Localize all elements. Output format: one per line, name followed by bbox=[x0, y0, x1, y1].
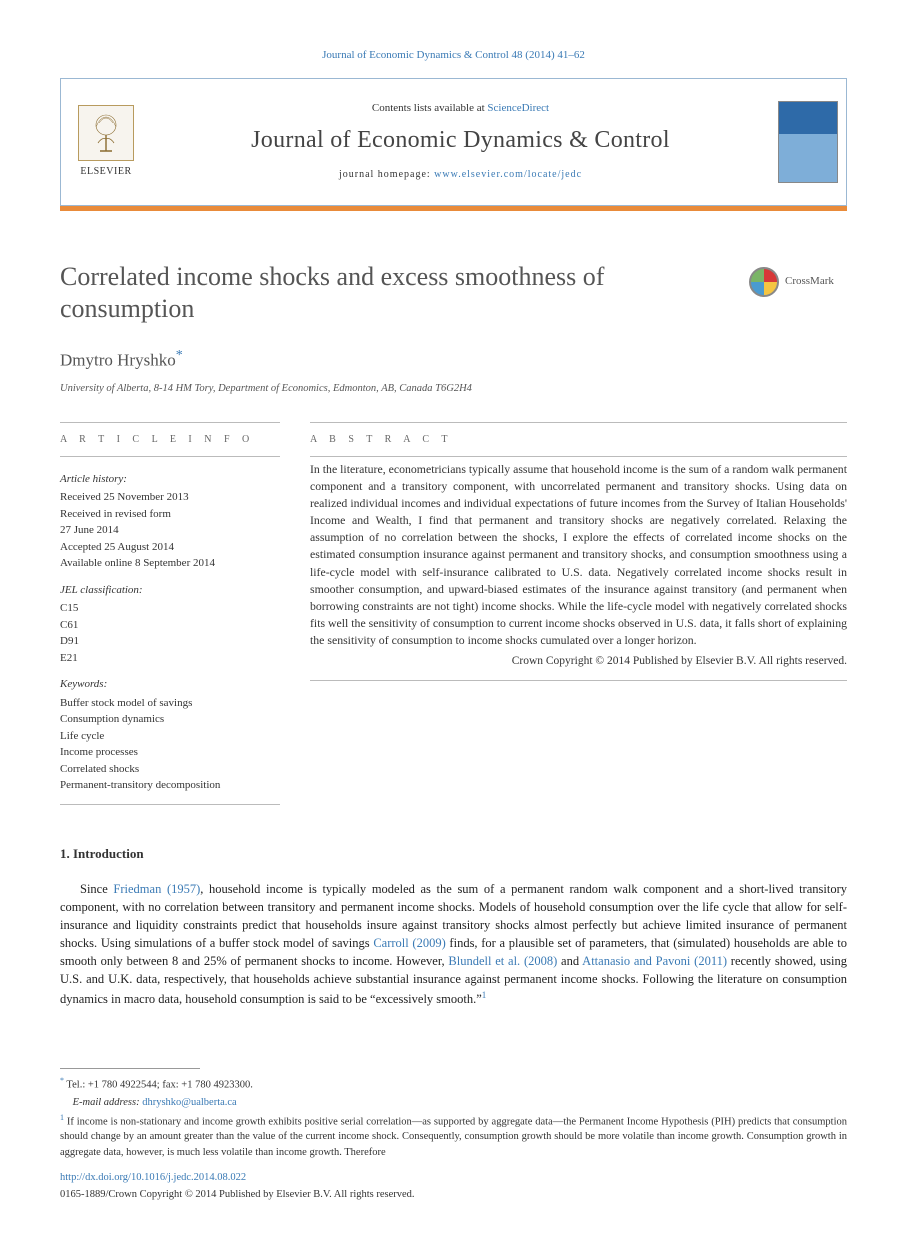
jel-code: C15 bbox=[60, 600, 280, 617]
cover-image bbox=[778, 101, 838, 183]
doi-link[interactable]: http://dx.doi.org/10.1016/j.jedc.2014.08… bbox=[60, 1172, 246, 1183]
footnote-rule bbox=[60, 1068, 200, 1069]
sciencedirect-link[interactable]: ScienceDirect bbox=[487, 102, 549, 114]
crossmark-label: CrossMark bbox=[785, 274, 834, 290]
jel-code: E21 bbox=[60, 650, 280, 667]
email-label: E-mail address: bbox=[73, 1097, 143, 1108]
keyword: Life cycle bbox=[60, 728, 280, 745]
tel-label: Tel.: bbox=[64, 1079, 88, 1090]
header-citation: Journal of Economic Dynamics & Control 4… bbox=[60, 48, 847, 64]
keywords-label: Keywords: bbox=[60, 676, 280, 693]
crossmark-badge[interactable]: CrossMark bbox=[749, 265, 847, 299]
fax-label: ; fax: bbox=[157, 1079, 182, 1090]
article-info-heading: A R T I C L E I N F O bbox=[60, 423, 280, 456]
elsevier-wordmark: ELSEVIER bbox=[80, 165, 131, 180]
footnote-marker[interactable]: 1 bbox=[482, 990, 487, 1000]
abstract-copyright: Crown Copyright © 2014 Published by Else… bbox=[310, 653, 847, 670]
history-line: Accepted 25 August 2014 bbox=[60, 539, 280, 556]
article-title: Correlated income shocks and excess smoo… bbox=[60, 261, 729, 326]
author-footnote-marker: * bbox=[176, 348, 183, 363]
corresponding-author-footnote: * Tel.: +1 780 4922544; fax: +1 780 4923… bbox=[60, 1075, 847, 1093]
orange-divider bbox=[60, 206, 847, 211]
jel-label: JEL classification: bbox=[60, 582, 280, 599]
email-link[interactable]: dhryshko@ualberta.ca bbox=[142, 1097, 237, 1108]
fax-number: +1 780 4923300. bbox=[181, 1079, 253, 1090]
rule bbox=[60, 804, 280, 805]
abstract-text: In the literature, econometricians typic… bbox=[310, 461, 847, 649]
crossmark-icon bbox=[749, 267, 779, 297]
keyword: Correlated shocks bbox=[60, 761, 280, 778]
footnotes: * Tel.: +1 780 4922544; fax: +1 780 4923… bbox=[60, 1075, 847, 1160]
citation-link[interactable]: Attanasio and Pavoni (2011) bbox=[582, 954, 727, 968]
copyright-line: 0165-1889/Crown Copyright © 2014 Publish… bbox=[60, 1187, 847, 1202]
section-heading: 1. Introduction bbox=[60, 845, 847, 864]
email-footnote: E-mail address: dhryshko@ualberta.ca bbox=[60, 1095, 847, 1110]
citation-link[interactable]: Friedman (1957) bbox=[113, 882, 200, 896]
keyword: Permanent-transitory decomposition bbox=[60, 777, 280, 794]
footnote-text: If income is non-stationary and income g… bbox=[60, 1116, 847, 1157]
author-name: Dmytro Hryshko* bbox=[60, 346, 847, 373]
doi-line: http://dx.doi.org/10.1016/j.jedc.2014.08… bbox=[60, 1170, 847, 1185]
contents-available-line: Contents lists available at ScienceDirec… bbox=[372, 101, 549, 117]
abstract-heading: A B S T R A C T bbox=[310, 423, 847, 456]
rule bbox=[310, 680, 847, 681]
keyword: Buffer stock model of savings bbox=[60, 695, 280, 712]
history-label: Article history: bbox=[60, 471, 280, 488]
affiliation: University of Alberta, 8-14 HM Tory, Dep… bbox=[60, 381, 847, 396]
author-text: Dmytro Hryshko bbox=[60, 351, 176, 370]
homepage-link[interactable]: www.elsevier.com/locate/jedc bbox=[434, 169, 582, 180]
keyword: Consumption dynamics bbox=[60, 711, 280, 728]
journal-name: Journal of Economic Dynamics & Control bbox=[251, 123, 670, 158]
para-text: Since bbox=[80, 882, 113, 896]
citation-link[interactable]: Carroll (2009) bbox=[373, 936, 445, 950]
journal-cover bbox=[770, 79, 846, 205]
history-line: 27 June 2014 bbox=[60, 522, 280, 539]
history-line: Received in revised form bbox=[60, 506, 280, 523]
keyword: Income processes bbox=[60, 744, 280, 761]
section-number: 1. bbox=[60, 846, 70, 861]
article-info-column: A R T I C L E I N F O Article history: R… bbox=[60, 422, 280, 805]
contents-prefix: Contents lists available at bbox=[372, 102, 487, 114]
para-text: and bbox=[557, 954, 582, 968]
homepage-prefix: journal homepage: bbox=[339, 169, 434, 180]
history-line: Available online 8 September 2014 bbox=[60, 555, 280, 572]
header-middle: Contents lists available at ScienceDirec… bbox=[151, 79, 770, 205]
journal-header-box: ELSEVIER Contents lists available at Sci… bbox=[60, 78, 847, 206]
tel-number: +1 780 4922544 bbox=[88, 1079, 157, 1090]
homepage-line: journal homepage: www.elsevier.com/locat… bbox=[339, 168, 582, 183]
section-title: Introduction bbox=[73, 846, 144, 861]
footnote-1: 1 If income is non-stationary and income… bbox=[60, 1112, 847, 1160]
jel-code: D91 bbox=[60, 633, 280, 650]
elsevier-logo: ELSEVIER bbox=[61, 79, 151, 205]
citation-link[interactable]: Blundell et al. (2008) bbox=[448, 954, 557, 968]
elsevier-tree-icon bbox=[78, 105, 134, 161]
body-paragraph: Since Friedman (1957), household income … bbox=[60, 880, 847, 1008]
history-line: Received 25 November 2013 bbox=[60, 489, 280, 506]
jel-code: C61 bbox=[60, 617, 280, 634]
abstract-column: A B S T R A C T In the literature, econo… bbox=[310, 422, 847, 805]
